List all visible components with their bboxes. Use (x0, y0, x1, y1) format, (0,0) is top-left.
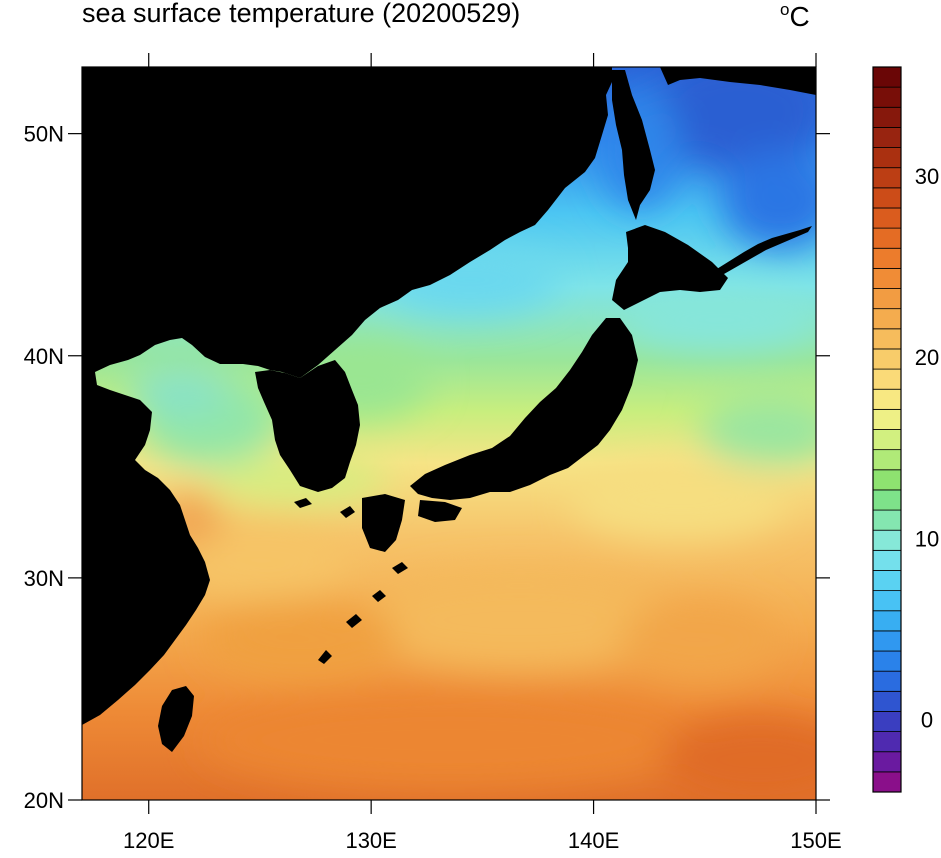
sakhalin (612, 70, 655, 220)
colorbar-cell-11 (872, 549, 902, 571)
land-mask (82, 67, 816, 752)
colorbar-cell-23 (872, 308, 902, 330)
colorbar-cell-31 (872, 147, 902, 169)
colorbar-cell-30 (872, 167, 902, 189)
lat-tick-label-0: 20N (24, 788, 64, 813)
colorbar-cell-35 (872, 66, 902, 88)
colorbar-cell-18 (872, 408, 902, 430)
colorbar-cell-4 (872, 690, 902, 712)
colorbar-cell-28 (872, 207, 902, 229)
colorbar-cell-10 (872, 570, 902, 592)
lat-tick-label-1: 30N (24, 566, 64, 591)
colorbar-label-2: 20 (915, 345, 939, 370)
unit-label: oC (780, 0, 810, 33)
honshu (410, 318, 638, 500)
asian-mainland (82, 67, 612, 725)
colorbar-cell-33 (872, 106, 902, 128)
lon-tick-label-2: 140E (568, 828, 619, 853)
colorbar-cell-22 (872, 328, 902, 350)
degree-symbol: o (780, 0, 790, 19)
ryukyu-islands (318, 590, 386, 664)
taiwan (158, 686, 194, 752)
colorbar-cell-5 (872, 670, 902, 692)
colorbar-cell-12 (872, 529, 902, 551)
lat-tick-label-2: 40N (24, 344, 64, 369)
lon-tick-label-1: 130E (345, 828, 396, 853)
shikoku (418, 500, 462, 522)
colorbar-cell-34 (872, 86, 902, 108)
map-frame (81, 66, 817, 801)
colorbar-label-1: 10 (915, 526, 939, 551)
unit-letter: C (789, 1, 810, 32)
colorbar-cell-1 (872, 751, 902, 773)
colorbar-cell-13 (872, 509, 902, 531)
colorbar-cell-27 (872, 227, 902, 249)
lon-tick-label-0: 120E (123, 828, 174, 853)
colorbar-cell-8 (872, 610, 902, 632)
map-ticks (68, 53, 830, 814)
map-tick-labels: 20N 30N 40N 50N 120E 130E 140E 150E (24, 122, 842, 853)
kamchatka-kurils (660, 67, 816, 95)
colorbar-cell-6 (872, 650, 902, 672)
lon-tick-label-3: 150E (790, 828, 841, 853)
colorbar-cell-9 (872, 590, 902, 612)
colorbar-cell-24 (872, 288, 902, 310)
colorbar-cell-7 (872, 630, 902, 652)
hokkaido (612, 225, 728, 310)
colorbar-label-0: 0 (921, 708, 933, 733)
colorbar-cell-17 (872, 429, 902, 451)
kyushu-islands (294, 498, 408, 574)
colorbar (872, 66, 902, 793)
colorbar-cell-25 (872, 267, 902, 289)
colorbar-cell-19 (872, 388, 902, 410)
colorbar-cell-2 (872, 731, 902, 753)
map-title: sea surface temperature (20200529) (82, 0, 521, 28)
colorbar-cell-16 (872, 449, 902, 471)
colorbar-cell-26 (872, 247, 902, 269)
colorbar-cell-32 (872, 127, 902, 148)
lat-tick-label-3: 50N (24, 122, 64, 147)
colorbar-cell-3 (872, 711, 902, 732)
sst-field (82, 67, 816, 800)
colorbar-cell-21 (872, 348, 902, 370)
kyushu (362, 494, 405, 552)
colorbar-frame (872, 66, 902, 793)
colorbar-cell-15 (872, 469, 902, 491)
colorbar-cell-20 (872, 368, 902, 390)
colorbar-label-3: 30 (915, 164, 939, 189)
colorbar-cell-29 (872, 187, 902, 209)
colorbar-labels: 0 10 20 30 (915, 164, 939, 733)
colorbar-cell-14 (872, 489, 902, 511)
korea (255, 360, 360, 492)
kurils-chain (712, 226, 812, 274)
colorbar-cell-0 (872, 771, 902, 793)
